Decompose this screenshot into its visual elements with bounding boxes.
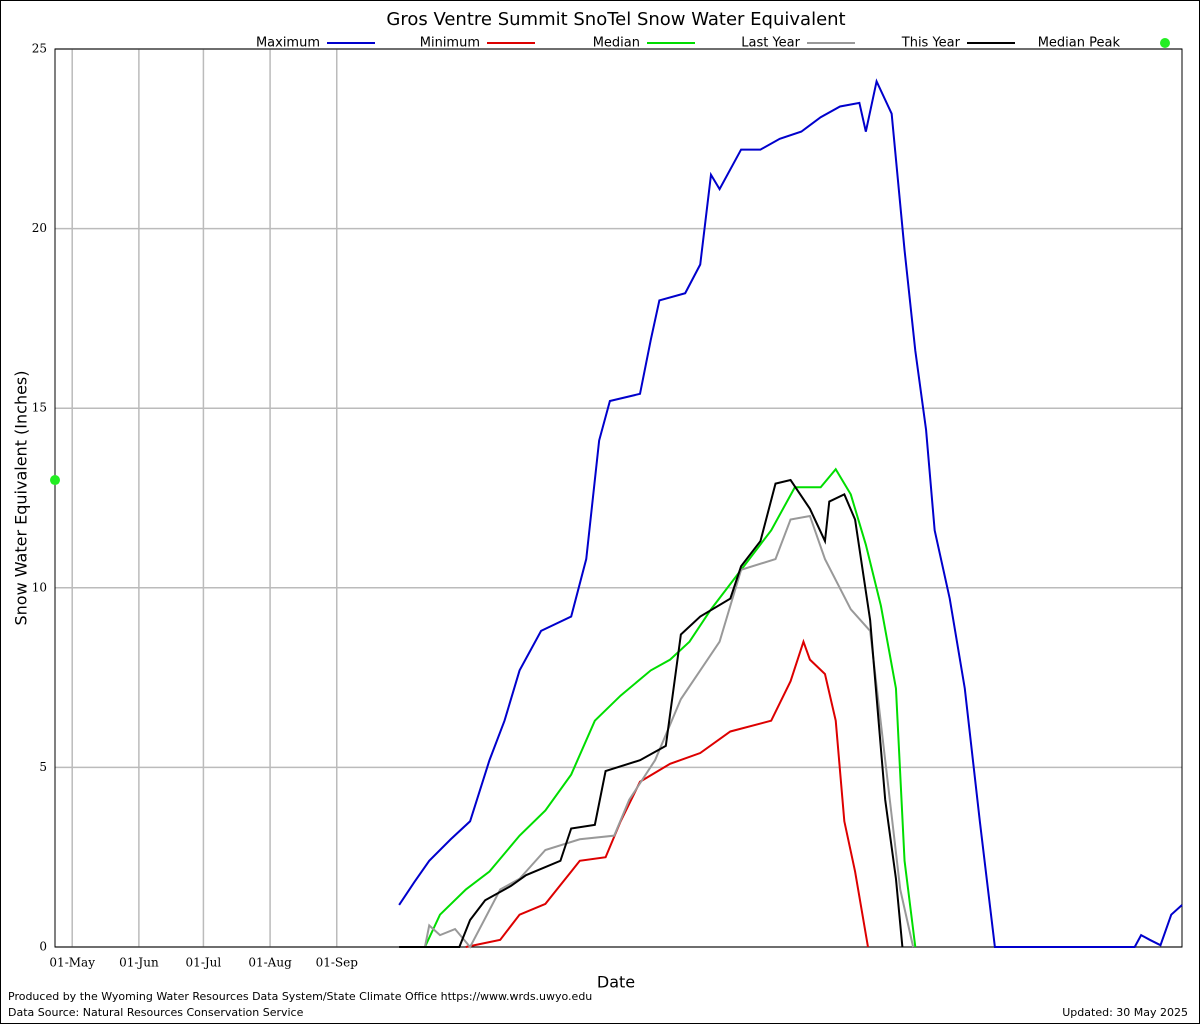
chart-title: Gros Ventre Summit SnoTel Snow Water Equ…: [386, 9, 845, 30]
y-tick-label: 15: [32, 401, 47, 415]
y-tick-label: 5: [39, 760, 47, 774]
legend-label: Median: [593, 36, 640, 51]
y-tick-label: 0: [39, 940, 47, 954]
median-peak-marker: [50, 475, 60, 486]
y-axis-label: Snow Water Equivalent (Inches): [12, 370, 31, 625]
x-tick-label: 01-Jul: [186, 956, 222, 970]
series-line: [398, 78, 1183, 948]
legend-label: Maximum: [256, 36, 320, 51]
legend-label: Minimum: [420, 36, 480, 51]
x-tick-label: 01-Jun: [119, 956, 159, 970]
x-tick-label: 01-Aug: [248, 956, 292, 970]
legend-label: This Year: [901, 36, 961, 51]
series-line: [399, 478, 904, 948]
legend-label: Median Peak: [1038, 36, 1121, 51]
y-tick-label: 10: [32, 580, 47, 594]
series-line: [424, 467, 917, 948]
legend-label: Last Year: [741, 36, 800, 51]
y-tick-label: 20: [32, 221, 47, 235]
series-line: [465, 638, 869, 948]
series-line: [423, 514, 915, 949]
footer-credit: Produced by the Wyoming Water Resources …: [8, 990, 592, 1003]
plot-area: [54, 48, 1183, 948]
x-tick-label: 01-Sep: [316, 956, 359, 970]
legend-swatch: [1160, 38, 1170, 48]
footer-source: Data Source: Natural Resources Conservat…: [8, 1006, 304, 1019]
footer-updated: Updated: 30 May 2025: [1062, 1006, 1188, 1019]
y-tick-label: 25: [32, 42, 47, 56]
x-axis-label: Date: [597, 973, 635, 992]
x-tick-label: 01-May: [49, 956, 95, 970]
